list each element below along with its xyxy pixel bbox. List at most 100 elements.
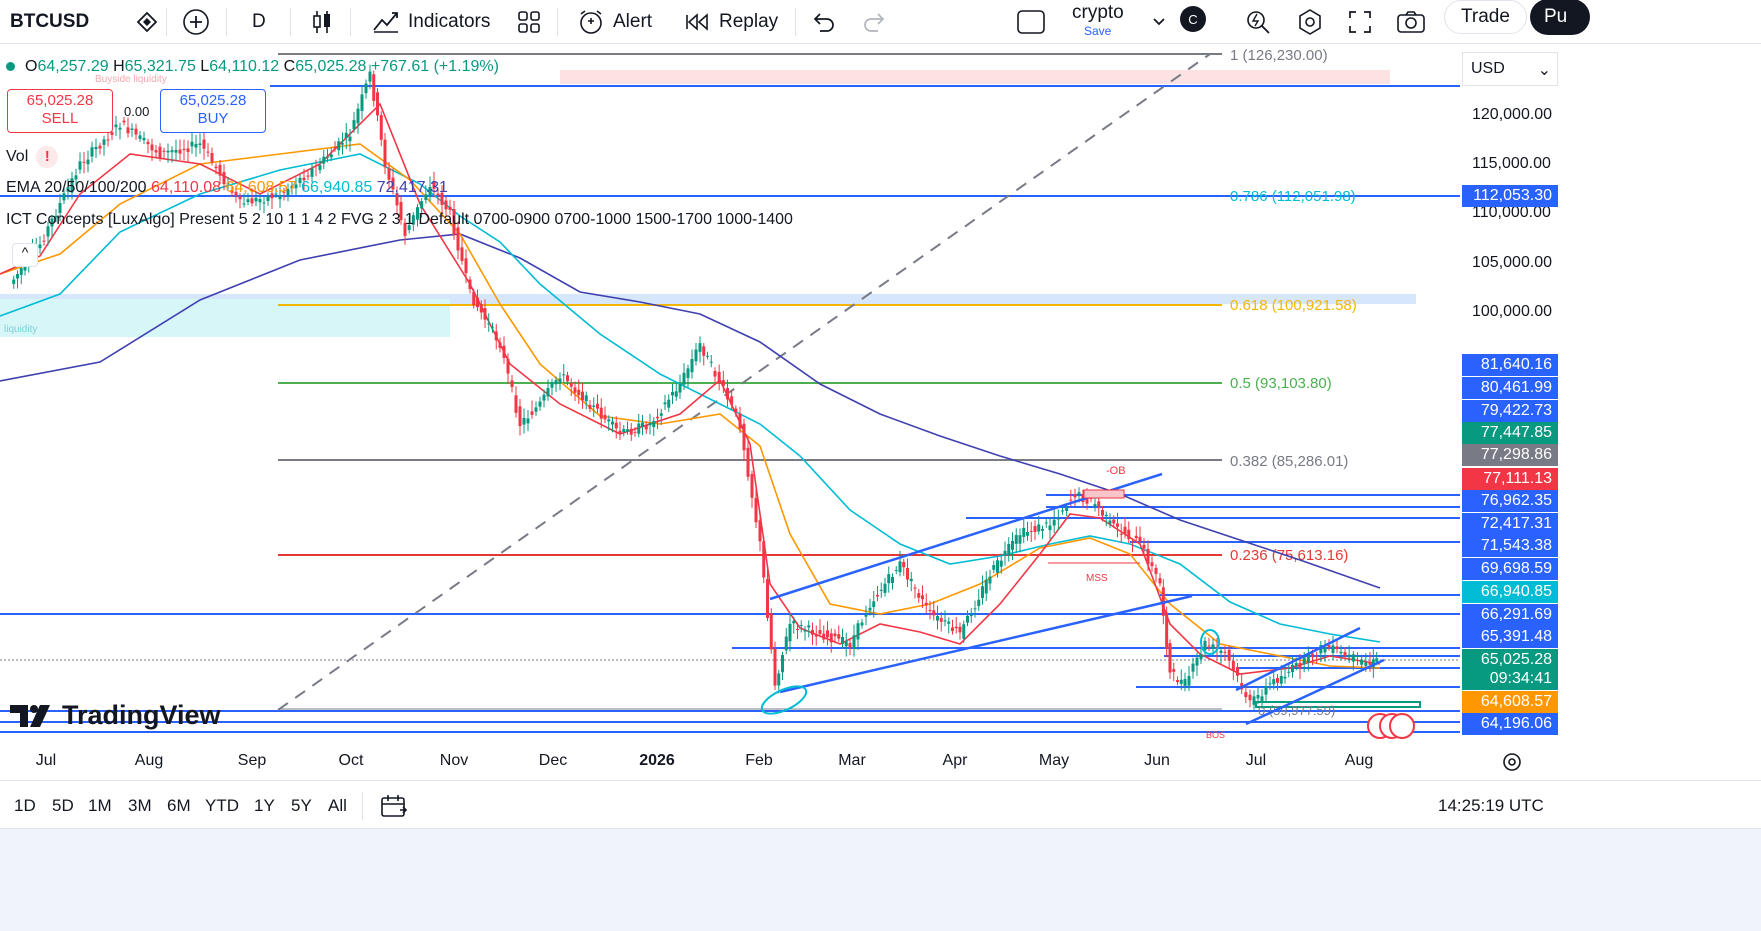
warning-icon[interactable]: ! [36, 146, 59, 168]
layout-icon[interactable] [1016, 0, 1046, 44]
time-axis-label: May [1038, 752, 1070, 769]
candle-body [110, 132, 114, 135]
ict-label: ICT Concepts [LuxAlgo] Present 5 2 10 1 … [6, 211, 793, 228]
flag-icon [1367, 713, 1415, 739]
sell-button[interactable]: 65,025.28 SELL [7, 89, 113, 133]
candle-body [379, 115, 383, 140]
price-badge: 65,391.48 [1462, 626, 1558, 648]
candle-body [1279, 675, 1283, 684]
candle-body [1211, 644, 1215, 650]
snapshot-camera-icon[interactable] [1396, 0, 1426, 44]
redo-icon[interactable] [862, 0, 886, 44]
trade-button[interactable]: Trade [1444, 0, 1527, 34]
candle-type-icon[interactable] [310, 0, 334, 44]
candle-body [1011, 540, 1014, 550]
account-avatar[interactable]: C [1180, 6, 1206, 32]
candle-body [498, 342, 502, 348]
symbol-search[interactable]: BTCUSD [10, 0, 89, 44]
templates-icon[interactable] [517, 0, 541, 44]
candle-body [966, 615, 969, 623]
range-button-1m[interactable]: 1M [88, 796, 112, 815]
candle-body [652, 420, 656, 427]
candle-body [1195, 657, 1199, 666]
settings-gear-icon[interactable] [1296, 0, 1324, 44]
range-button-3m[interactable]: 3M [128, 796, 152, 815]
price-chart[interactable]: Buyside liquidity liquidity 1 (126,230. [0, 44, 1761, 784]
indicators-button[interactable]: Indicators [372, 0, 490, 44]
replay-button[interactable]: Replay [685, 0, 778, 44]
undo-icon[interactable] [812, 0, 836, 44]
candle-body [158, 146, 162, 158]
candle-body [902, 561, 906, 568]
candle-body [1003, 550, 1007, 556]
candle-body [656, 416, 659, 419]
candle-body [807, 625, 811, 628]
candle-body [452, 209, 456, 235]
timezone-settings-icon[interactable] [1500, 750, 1524, 779]
candle-body [42, 240, 46, 242]
candle-body [258, 198, 262, 203]
interval-button[interactable]: D [252, 0, 266, 44]
utc-clock[interactable]: 14:25:19 UTC [1438, 796, 1544, 815]
range-button-1d[interactable]: 1D [14, 796, 36, 815]
channel-lower-line [1245, 658, 1385, 726]
candle-body [310, 168, 314, 177]
collapse-legend-icon[interactable]: ^ [12, 243, 38, 267]
candle-body [1260, 696, 1264, 701]
ema-legend[interactable]: EMA 20/50/100/200 64,110.08 64,608.57 66… [6, 179, 448, 197]
candle-body [788, 623, 792, 642]
candle-body [302, 177, 306, 181]
candle-body [82, 161, 86, 163]
alert-button[interactable]: Alert [577, 0, 652, 44]
ict-legend[interactable]: ICT Concepts [LuxAlgo] Present 5 2 10 1 … [6, 211, 793, 229]
range-button-all[interactable]: All [328, 796, 347, 815]
candle-body [190, 141, 194, 147]
candle-body [584, 395, 588, 402]
candle-body [844, 641, 848, 647]
time-axis-border [0, 780, 1761, 781]
sell-label: SELL [41, 110, 79, 127]
candle-body [114, 124, 118, 128]
chart-pane[interactable]: Buyside liquidity liquidity 1 (126,230. [0, 44, 1761, 784]
fibonacci-retracement: 1 (126,230.00) 0.786 (112,051.98) 0.618 … [277, 47, 1357, 718]
publish-button[interactable]: Pu [1530, 0, 1590, 35]
candle-body [337, 141, 341, 151]
add-symbol-icon[interactable] [182, 0, 210, 44]
price-badge: 77,111.13 [1462, 468, 1558, 490]
candle-body [860, 622, 864, 626]
time-axis-label: Jul [35, 752, 57, 769]
save-label[interactable]: Save [1084, 24, 1112, 38]
candle-body [554, 380, 558, 385]
quick-search-icon[interactable] [1245, 0, 1271, 44]
candle-body [12, 279, 16, 284]
candle-body [364, 83, 368, 94]
candle-body [762, 541, 766, 578]
date-range-calendar-icon[interactable] [380, 793, 408, 824]
range-button-1y[interactable]: 1Y [254, 796, 275, 815]
ema20-value: 64,110.08 [151, 179, 222, 196]
compare-symbol-icon[interactable] [135, 0, 159, 44]
candle-body [399, 202, 403, 220]
range-button-6m[interactable]: 6M [167, 796, 191, 815]
range-button-5d[interactable]: 5D [52, 796, 74, 815]
buyside-liquidity-zone [560, 70, 1390, 84]
buy-button[interactable]: 65,025.28 BUY [160, 89, 266, 133]
chevron-down-icon[interactable] [1152, 0, 1166, 44]
candle-body [333, 147, 337, 149]
fullscreen-icon[interactable] [1348, 0, 1372, 44]
currency-select[interactable]: USD ⌄ [1462, 52, 1558, 86]
candle-body [898, 561, 902, 573]
volume-legend[interactable]: Vol! [6, 146, 59, 168]
range-button-ytd[interactable]: YTD [205, 796, 239, 815]
candle-body [1007, 544, 1011, 556]
price-badge: 112,053.30 [1462, 185, 1558, 207]
symbol-name[interactable]: BTCUSD [10, 11, 90, 32]
fib-05-label: 0.5 (93,103.80) [1230, 375, 1332, 392]
candle-body [1207, 645, 1211, 647]
layout-name[interactable]: crypto Save [1072, 0, 1124, 44]
change-value: +767.61 (+1.19%) [370, 58, 499, 75]
candle-body [1176, 680, 1179, 683]
candle-body [607, 419, 611, 422]
candle-body [1368, 662, 1372, 665]
range-button-5y[interactable]: 5Y [291, 796, 312, 815]
